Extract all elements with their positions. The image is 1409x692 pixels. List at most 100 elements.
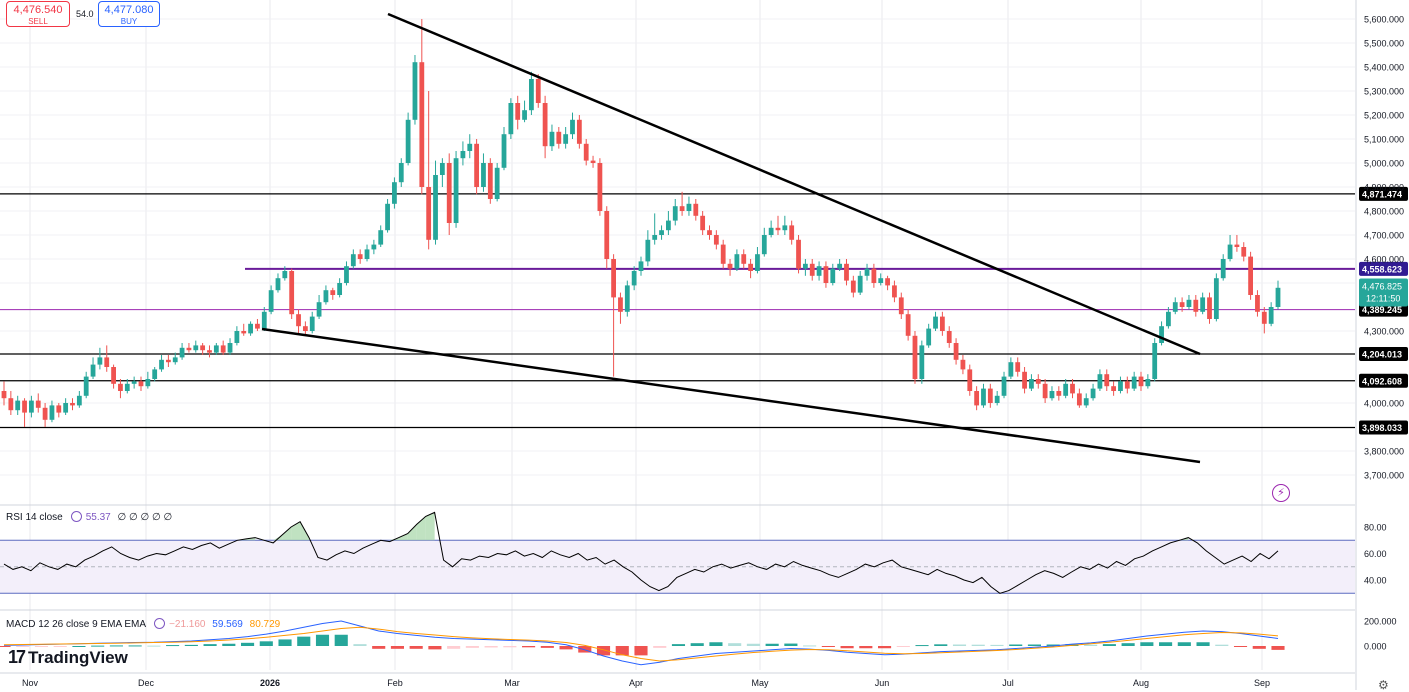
candle-body [823,266,829,283]
macd-histogram-bar [409,646,423,649]
candle-body [1056,391,1062,396]
rsi-overbought-fill [273,534,283,541]
y-tick-label: 5,400.000 [1364,63,1404,73]
trendlines[interactable] [261,12,1201,464]
candle-body [501,134,507,168]
candle-body [460,151,466,159]
tradingview-mark: 17 [8,647,26,667]
candle-body [302,326,308,331]
settings-gear-icon[interactable]: ⚙ [1378,678,1389,692]
x-tick-label: Nov [22,678,39,688]
level-label-4: 4,092.608 [1362,376,1402,386]
y-tick-label: 5,600.000 [1364,15,1404,25]
candle-body [802,263,808,269]
candle-body [522,110,527,120]
candle-body [775,227,781,231]
x-tick-label: Sep [1254,678,1270,688]
candle-body [49,405,55,420]
candle-body [892,285,897,298]
candle-body [159,359,164,370]
macd-histogram-bar [1027,644,1041,646]
tradingview-logo[interactable]: 17 TradingView [8,647,128,668]
candle-body [398,163,404,183]
countdown-label: 12:11:50 [1366,294,1400,304]
time-axis[interactable]: Nov Dec 2026 Feb Mar Apr May Jun Jul Aug Sep [0,672,1355,688]
macd-histogram-bar [821,646,835,647]
y-tick-label: 3,800.000 [1364,447,1404,457]
x-tick-label: Mar [504,678,520,688]
candle-body [871,268,877,283]
candle-body [1029,379,1034,389]
macd-line-value: 59.569 [212,619,243,630]
macd-histogram-bar [540,646,554,648]
candlestick-series [1,19,1281,427]
gear-icon[interactable] [70,511,82,522]
candle-body [659,230,664,235]
candle-body [131,381,137,384]
candle-body [857,275,863,293]
rsi-overbought-fill [291,521,301,541]
lightning-icon[interactable]: ⚡ [1272,484,1290,502]
macd-histogram-bar [353,644,367,646]
candle-body [248,323,253,334]
price-axis[interactable]: 5,600.000 5,500.000 5,400.000 5,300.000 5,20… [1355,0,1408,690]
candle-body [97,357,103,365]
macd-legend[interactable]: MACD 12 26 close 9 EMA EMA −21.160 59.569… [6,618,284,630]
candle-body [1255,295,1260,312]
candle-body [816,266,822,276]
candle-body [220,345,226,353]
candle-body [638,261,644,271]
candle-body [508,103,514,135]
rsi-value: 55.37 [85,512,111,523]
candle-body [1145,379,1151,387]
candle-body [535,79,541,103]
candle-body [344,266,349,283]
grid-lines [0,0,1355,670]
rsi-extra: ∅ ∅ ∅ ∅ ∅ [117,512,173,523]
candle-body [576,119,582,144]
candle-body [494,167,500,199]
y-tick-label: 5,200.000 [1364,111,1404,121]
candle-body [734,254,740,269]
candle-body [22,400,27,413]
candle-body [1261,311,1267,324]
candle-body [1104,374,1110,387]
candle-body [186,347,192,351]
macd-histogram-bar [91,645,105,647]
x-tick-label: Aug [1133,678,1149,688]
candle-body [446,163,452,223]
y-tick-label: 4,600.000 [1364,255,1404,265]
candle-body [953,343,959,360]
macd-histogram-bar [484,646,498,648]
sell-button[interactable]: 4,476.540 SELL [6,1,70,27]
rsi-name: RSI 14 close [6,512,63,523]
rsi-legend[interactable]: RSI 14 close 55.37 ∅ ∅ ∅ ∅ ∅ [6,511,176,523]
buy-button[interactable]: 4,477.080 BUY [98,1,160,27]
candle-body [227,343,233,353]
candle-body [83,376,89,396]
macd-tick-label: 200.000 [1364,617,1397,627]
candle-body [515,103,521,120]
candle-body [296,314,301,327]
candle-body [76,395,82,406]
macd-histogram-bar [241,642,255,646]
candle-body [138,381,144,387]
candle-body [1152,343,1158,379]
candle-body [570,119,575,135]
macd-histogram-bar [934,644,948,646]
candle-body [8,398,14,411]
candle-body [1042,383,1048,399]
candle-body [912,335,918,379]
candle-body [405,119,411,163]
candle-body [309,316,315,331]
horizontal-levels[interactable]: 4,871.474 4,558.623 4,389.245 4,204.013 4,09… [0,186,1408,435]
macd-histogram-bar [372,646,386,649]
candle-body [1179,302,1185,307]
x-tick-label: Apr [629,678,643,688]
macd-histogram-bar [203,644,217,646]
gear-icon[interactable] [154,618,166,629]
y-tick-label: 4,300.000 [1364,327,1404,337]
candle-body [1008,362,1014,377]
level-label-0: 4,871.474 [1362,189,1402,199]
